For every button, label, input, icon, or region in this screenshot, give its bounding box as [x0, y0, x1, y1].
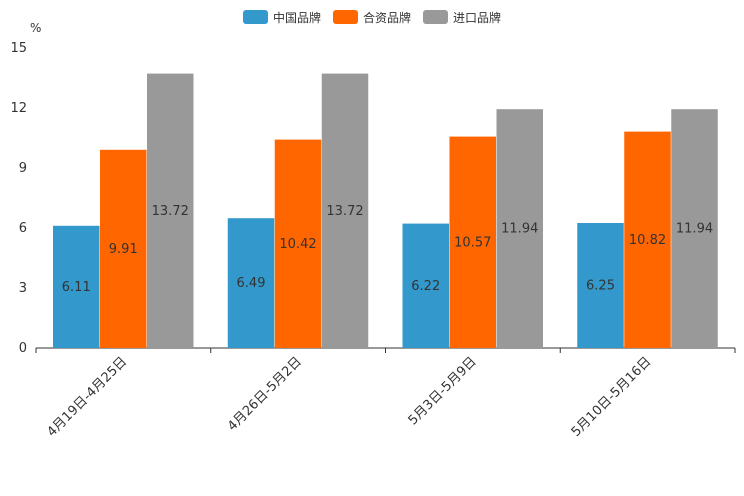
- y-axis-unit-label: %: [30, 21, 42, 35]
- legend-item-joint-venture-brand[interactable]: 合资品牌: [332, 9, 411, 26]
- legend-item-imported-brand[interactable]: 进口品牌: [423, 9, 501, 26]
- data-label: 6.11: [62, 280, 91, 295]
- bar-2-3: [449, 136, 496, 348]
- chart-legend: 中国品牌 合资品牌 进口品牌: [0, 7, 744, 27]
- legend-label-china-brand: 中国品牌: [272, 10, 321, 25]
- x-tick-label: 5月3日-5月9日: [406, 354, 480, 428]
- y-tick-label: 9: [19, 161, 27, 176]
- data-label: 10.82: [629, 233, 666, 248]
- legend-label-joint-venture-brand: 合资品牌: [362, 10, 411, 25]
- legend-swatch-china-brand: [242, 10, 268, 24]
- y-tick-label: 3: [19, 281, 27, 296]
- bar-1-3: [402, 223, 449, 348]
- y-tick-label: 15: [10, 41, 27, 56]
- x-tick-label: 4月26日-5月2日: [225, 354, 305, 434]
- bar-2-4: [624, 131, 671, 348]
- data-label: 10.57: [454, 235, 491, 250]
- legend-item-china-brand[interactable]: 中国品牌: [242, 9, 321, 26]
- x-tick-label: 5月10日-5月16日: [569, 354, 655, 440]
- bar-3-2: [321, 73, 369, 348]
- bar-2-2: [274, 139, 322, 348]
- data-label: 13.72: [326, 204, 363, 219]
- legend-swatch-imported-brand: [423, 10, 448, 24]
- x-tick-label: 4月19日-4月25日: [44, 354, 130, 440]
- data-label: 11.94: [676, 222, 713, 237]
- bar-1-1: [53, 225, 100, 348]
- y-tick-label: 0: [19, 341, 27, 356]
- data-label: 6.25: [586, 279, 615, 294]
- bar-2-1: [100, 149, 147, 348]
- data-label: 13.72: [152, 204, 189, 219]
- legend-label-imported-brand: 进口品牌: [453, 10, 502, 25]
- bar-1-2: [227, 218, 275, 348]
- bar-3-3: [496, 109, 543, 348]
- y-tick-label: 6: [19, 221, 27, 236]
- legend-swatch-joint-venture-brand: [332, 10, 358, 24]
- data-label: 6.22: [411, 279, 440, 294]
- bar-3-4: [671, 109, 718, 348]
- bar-1-4: [577, 223, 624, 348]
- data-label: 9.91: [109, 242, 138, 257]
- bar-3-1: [147, 73, 194, 348]
- y-tick-label: 12: [10, 101, 27, 116]
- data-label: 10.42: [279, 237, 316, 252]
- data-label: 11.94: [501, 222, 538, 237]
- data-label: 6.49: [237, 276, 266, 291]
